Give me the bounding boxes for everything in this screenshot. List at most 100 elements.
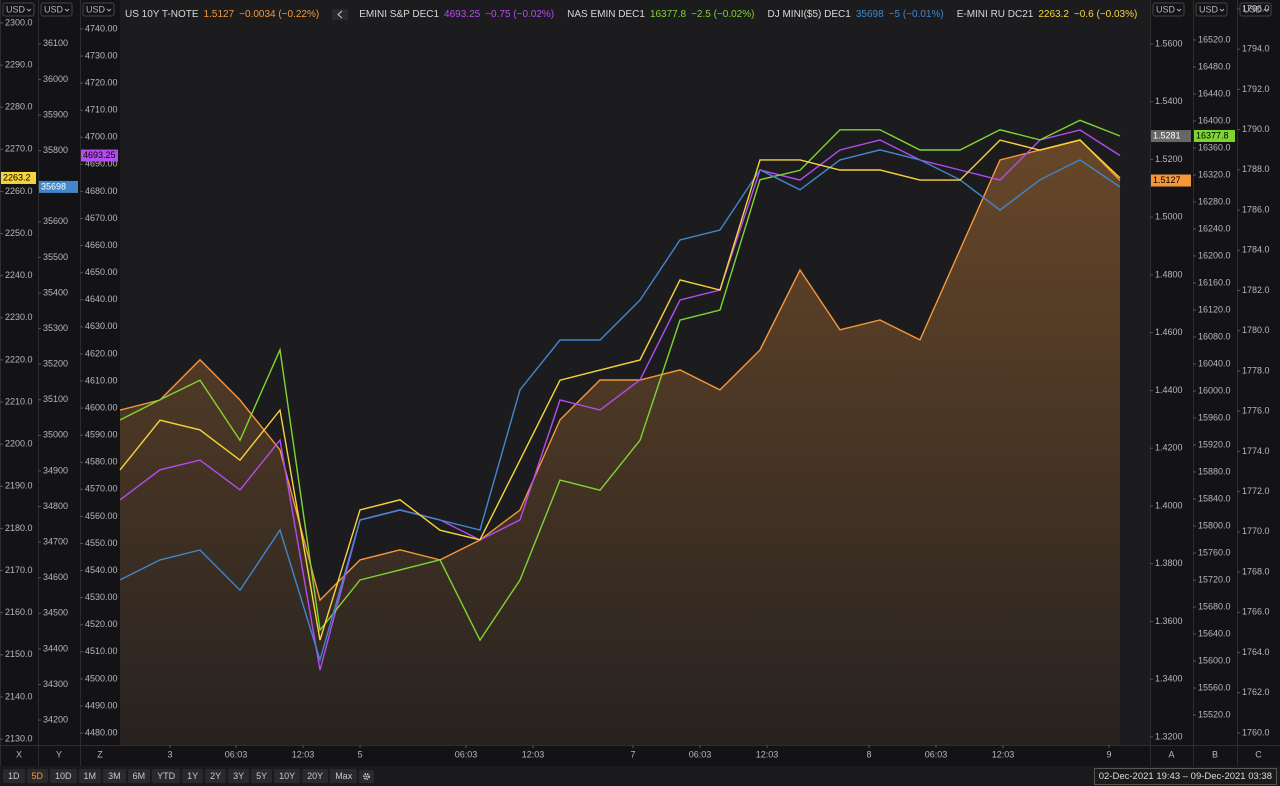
- range-button[interactable]: 10Y: [274, 769, 301, 783]
- y-tick-label: 1792.0: [1242, 84, 1270, 94]
- y-tick-label: 1776.0: [1242, 406, 1270, 416]
- range-button[interactable]: Max: [330, 769, 358, 783]
- y-tick-label: 2140.0: [5, 691, 33, 701]
- y-tick-label: 1780.0: [1242, 325, 1270, 335]
- y-tick-label: 35200: [43, 359, 68, 369]
- y-tick-label: 4650.00: [85, 267, 118, 277]
- x-tick-label: 5: [357, 749, 362, 759]
- y-tick-label: 35500: [43, 252, 68, 262]
- y-tick-label: 1.5400: [1155, 96, 1183, 106]
- unit-dropdown[interactable]: USD: [82, 2, 115, 17]
- price-tag-label: 16377.8: [1196, 130, 1229, 140]
- y-tick-label: 4550.00: [85, 538, 118, 548]
- y-tick-label: 1794.0: [1242, 44, 1270, 54]
- unit-dropdown[interactable]: USD: [1195, 2, 1228, 17]
- y-tick-label: 15560.0: [1198, 682, 1231, 692]
- y-tick-label: 2180.0: [5, 523, 33, 533]
- x-tick-label: 06:03: [689, 749, 712, 759]
- y-tick-label: 1.3800: [1155, 558, 1183, 568]
- unit-dropdown[interactable]: USD: [40, 2, 73, 17]
- y-tick-label: 1774.0: [1242, 446, 1270, 456]
- x-tick-label: 12:03: [522, 749, 545, 759]
- y-tick-label: 1.4600: [1155, 327, 1183, 337]
- unit-label: USD: [6, 4, 26, 14]
- y-tick-label: 2150.0: [5, 649, 33, 659]
- dropdown-caret: [1176, 8, 1182, 12]
- y-tick-label: 15520.0: [1198, 709, 1231, 719]
- unit-label: USD: [86, 4, 106, 14]
- x-tick-label: 12:03: [292, 749, 315, 759]
- legend-last: 4693.25: [444, 9, 481, 20]
- price-tag-label: 4693.25: [83, 150, 116, 160]
- y-tick-label: 16080.0: [1198, 331, 1231, 341]
- y-tick-label: 2130.0: [5, 733, 33, 743]
- range-button[interactable]: 6M: [127, 769, 151, 783]
- y-tick-label: 2210.0: [5, 396, 33, 406]
- price-tag-label: 2263.2: [3, 172, 31, 182]
- range-button[interactable]: 3M: [103, 769, 126, 783]
- y-tick-label: 34400: [43, 643, 68, 653]
- y-tick-label: 16040.0: [1198, 358, 1231, 368]
- price-tag-label: 1.5127: [1153, 175, 1181, 185]
- dropdown-box: [82, 2, 115, 17]
- range-button[interactable]: 5Y: [251, 769, 273, 783]
- range-button[interactable]: 20Y: [302, 769, 329, 783]
- y-tick-label: 2290.0: [5, 59, 33, 69]
- dropdown-box: [2, 2, 35, 17]
- y-tick-label: 4600.00: [85, 402, 118, 412]
- series-line: [119, 129, 1121, 671]
- y-tick-label: 16480.0: [1198, 61, 1231, 71]
- y-tick-label: 1786.0: [1242, 204, 1270, 214]
- axis-panel: [1193, 0, 1237, 766]
- range-button[interactable]: 10D: [50, 769, 77, 783]
- unit-dropdown[interactable]: USD: [1152, 2, 1185, 17]
- y-tick-label: 15680.0: [1198, 601, 1231, 611]
- y-tick-label: 1768.0: [1242, 566, 1270, 576]
- range-button[interactable]: 3Y: [228, 769, 250, 783]
- y-tick-label: 15800.0: [1198, 520, 1231, 530]
- unit-label: USD: [44, 4, 64, 14]
- y-tick-label: 1788.0: [1242, 164, 1270, 174]
- settings-button[interactable]: [359, 769, 375, 783]
- y-tick-label: 16160.0: [1198, 277, 1231, 287]
- legend-last: 1.5127: [203, 9, 235, 20]
- collapse-button[interactable]: [332, 9, 349, 20]
- price-tag-label: 35698: [41, 181, 66, 191]
- y-tick-label: 16240.0: [1198, 223, 1231, 233]
- x-tick-label: 8: [866, 749, 871, 759]
- price-tag-label: 1.5281: [1153, 130, 1181, 140]
- chart: USD 2130.0 2140.0 2150.0 2160.0 2170.0 2180.0 2…: [0, 0, 1280, 766]
- range-button[interactable]: 1D: [3, 769, 25, 783]
- x-tick-label: 12:03: [992, 749, 1015, 759]
- dropdown-box: [1239, 2, 1272, 17]
- y-tick-label: 4620.00: [85, 348, 118, 358]
- range-button[interactable]: YTD: [152, 769, 181, 783]
- range-button[interactable]: 2Y: [205, 769, 227, 783]
- unit-dropdown[interactable]: USD: [2, 2, 35, 17]
- price-tag: [1, 171, 36, 184]
- price-tag: [1151, 130, 1191, 143]
- axis-letter: C: [1255, 749, 1262, 759]
- legend-last: 35698: [855, 9, 884, 20]
- y-tick-label: 36000: [43, 74, 68, 84]
- y-tick-label: 4480.00: [85, 727, 118, 737]
- y-tick-label: 2250.0: [5, 228, 33, 238]
- dropdown-caret: [1219, 8, 1225, 12]
- x-tick-label: 06:03: [225, 749, 248, 759]
- y-tick-label: 2260.0: [5, 186, 33, 196]
- y-tick-label: 4610.00: [85, 375, 118, 385]
- y-tick-label: 16320.0: [1198, 169, 1231, 179]
- area: [120, 139, 1120, 746]
- y-tick-label: 2170.0: [5, 565, 33, 575]
- y-tick-label: 1.3200: [1155, 731, 1183, 741]
- range-button[interactable]: 1M: [78, 769, 102, 783]
- y-tick-label: 2190.0: [5, 481, 33, 491]
- y-tick-label: 15920.0: [1198, 439, 1231, 449]
- range-button[interactable]: 1Y: [182, 769, 204, 783]
- y-tick-label: 1.5200: [1155, 154, 1183, 164]
- range-button[interactable]: 5D: [26, 769, 49, 783]
- legend-name: US 10Y T-NOTE: [125, 9, 199, 20]
- y-tick-label: 16520.0: [1198, 34, 1231, 44]
- date-range[interactable]: 02-Dec-2021 19:43 – 09-Dec-2021 03:38: [1093, 768, 1277, 785]
- unit-dropdown[interactable]: USD: [1239, 2, 1272, 17]
